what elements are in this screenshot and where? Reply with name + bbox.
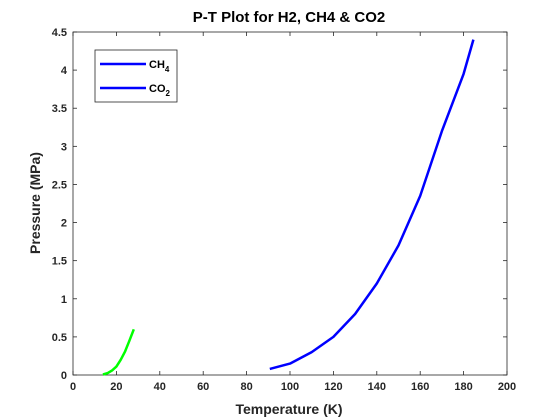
x-axis-ticks: 0 20 40 60 80 100 120 140 160 180 200 [70, 32, 516, 393]
y-axis-label: Pressure (MPa) [27, 152, 43, 254]
x-tick-label: 80 [240, 381, 252, 393]
series-lines [102, 39, 475, 376]
x-tick-label: 140 [368, 381, 386, 393]
x-tick-label: 0 [70, 381, 76, 393]
y-tick-label: 1.5 [52, 256, 67, 268]
series-line-1 [269, 39, 475, 371]
y-tick-label: 1 [61, 294, 67, 306]
x-tick-label: 40 [154, 381, 166, 393]
plot-area: 0 20 40 60 80 100 120 140 160 180 200 0 0.5 1 1.5 2 2.5… [52, 27, 516, 393]
legend-label-co2: CO2 [149, 83, 171, 98]
x-tick-label: 20 [110, 381, 122, 393]
y-tick-label: 3 [61, 141, 67, 153]
x-tick-label: 60 [197, 381, 209, 393]
x-tick-label: 120 [324, 381, 342, 393]
y-tick-label: 0 [61, 370, 67, 382]
chart-title: P-T Plot for H2, CH4 & CO2 [193, 9, 386, 26]
y-tick-label: 2.5 [52, 179, 67, 191]
x-tick-label: 180 [454, 381, 472, 393]
x-tick-label: 160 [411, 381, 429, 393]
x-axis-label: Temperature (K) [235, 401, 342, 417]
series-line-0 [102, 328, 135, 376]
y-tick-label: 3.5 [52, 103, 67, 115]
y-tick-label: 0.5 [52, 332, 67, 344]
legend: CH4 CO2 [94, 49, 178, 103]
y-axis-ticks: 0 0.5 1 1.5 2 2.5 3 3.5 4 4.5 [52, 27, 507, 382]
x-tick-label: 100 [281, 381, 299, 393]
y-tick-label: 4.5 [52, 27, 67, 39]
y-tick-label: 4 [61, 65, 68, 77]
legend-label-ch4: CH4 [149, 59, 170, 74]
legend-box [94, 49, 178, 103]
y-tick-label: 2 [61, 218, 67, 230]
x-tick-label: 200 [498, 381, 516, 393]
